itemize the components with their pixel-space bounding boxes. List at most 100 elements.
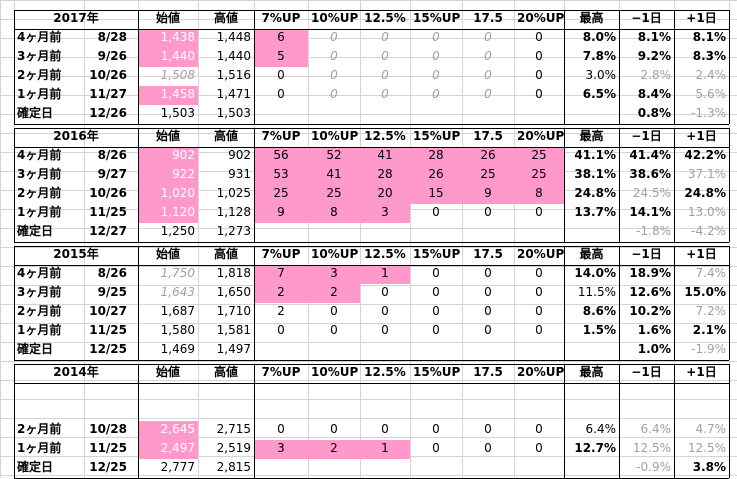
cell-max[interactable] bbox=[564, 223, 619, 242]
cell-p125[interactable]: 1 bbox=[360, 265, 410, 284]
cell-date[interactable]: 11/27 bbox=[89, 87, 127, 101]
cell-plus1[interactable]: -1.3% bbox=[691, 106, 726, 120]
cell-label[interactable]: 1ヶ月前 bbox=[17, 323, 62, 337]
cell-minus1[interactable]: 18.9% bbox=[629, 266, 671, 280]
cell-date[interactable]: 10/26 bbox=[89, 68, 127, 82]
cell-p10[interactable]: 0 bbox=[330, 422, 338, 436]
cell-p175[interactable] bbox=[462, 341, 514, 360]
cell-label[interactable]: 確定日 bbox=[17, 224, 54, 238]
cell-p20[interactable]: 0 bbox=[535, 87, 543, 101]
cell-date[interactable]: 12/25 bbox=[89, 342, 127, 356]
cell-p7[interactable] bbox=[254, 223, 308, 242]
cell-p10[interactable] bbox=[308, 459, 360, 478]
cell-date[interactable] bbox=[84, 383, 130, 402]
cell-p15[interactable] bbox=[410, 223, 462, 242]
cell-high[interactable] bbox=[198, 383, 254, 402]
cell-open[interactable]: 1,503 bbox=[160, 106, 195, 120]
cell-plus1[interactable]: -4.2% bbox=[691, 224, 726, 238]
cell-p10[interactable] bbox=[308, 383, 360, 402]
cell-high[interactable]: 1,448 bbox=[216, 30, 251, 44]
cell-p175[interactable]: 25 bbox=[462, 166, 514, 185]
cell-p175[interactable]: 0 bbox=[484, 441, 492, 455]
cell-minus1[interactable]: 6.4% bbox=[640, 422, 672, 436]
cell-p20[interactable]: 0 bbox=[535, 68, 543, 82]
cell-p20[interactable]: 0 bbox=[535, 441, 543, 455]
cell-p7[interactable]: 2 bbox=[254, 284, 308, 303]
cell-plus1[interactable]: 7.4% bbox=[695, 266, 727, 280]
cell-p10[interactable]: 3 bbox=[308, 265, 360, 284]
cell-minus1[interactable]: 8.1% bbox=[637, 30, 671, 44]
cell-open[interactable] bbox=[138, 402, 198, 421]
cell-minus1[interactable]: 12.6% bbox=[629, 285, 671, 299]
cell-date[interactable]: 11/25 bbox=[89, 205, 127, 219]
cell-high[interactable]: 1,503 bbox=[216, 106, 251, 120]
cell-label[interactable]: 4ヶ月前 bbox=[17, 148, 62, 162]
cell-p20[interactable]: 25 bbox=[514, 147, 564, 166]
cell-p125[interactable] bbox=[360, 223, 410, 242]
cell-p10[interactable] bbox=[308, 402, 360, 421]
cell-label[interactable]: 2ヶ月前 bbox=[17, 422, 62, 436]
cell-plus1[interactable]: 4.7% bbox=[695, 422, 727, 436]
cell-p10[interactable]: 52 bbox=[308, 147, 360, 166]
cell-p7[interactable]: 53 bbox=[254, 166, 308, 185]
cell-label[interactable]: 2ヶ月前 bbox=[17, 304, 62, 318]
cell-p125[interactable]: 3 bbox=[360, 204, 410, 223]
cell-label[interactable] bbox=[14, 402, 84, 421]
cell-open[interactable] bbox=[138, 383, 198, 402]
cell-plus1[interactable]: 37.1% bbox=[687, 167, 726, 181]
cell-minus1[interactable]: 0.8% bbox=[637, 106, 671, 120]
cell-p7[interactable] bbox=[254, 459, 308, 478]
cell-open[interactable]: 922 bbox=[138, 166, 198, 185]
cell-p175[interactable] bbox=[462, 459, 514, 478]
cell-max[interactable]: 11.5% bbox=[577, 285, 616, 299]
cell-p20[interactable] bbox=[514, 402, 564, 421]
cell-open[interactable]: 2,777 bbox=[160, 460, 195, 474]
cell-p175[interactable] bbox=[462, 402, 514, 421]
cell-minus1[interactable]: 24.5% bbox=[632, 186, 671, 200]
cell-max[interactable]: 38.1% bbox=[574, 167, 616, 181]
cell-high[interactable] bbox=[198, 402, 254, 421]
cell-label[interactable]: 1ヶ月前 bbox=[17, 441, 62, 455]
cell-p125[interactable] bbox=[360, 105, 410, 124]
cell-label[interactable]: 4ヶ月前 bbox=[17, 30, 62, 44]
cell-p175[interactable]: 0 bbox=[484, 323, 492, 337]
cell-open[interactable]: 1,750 bbox=[160, 266, 195, 280]
cell-p15[interactable]: 26 bbox=[410, 166, 462, 185]
cell-open[interactable]: 1,458 bbox=[138, 86, 198, 105]
cell-p175[interactable] bbox=[462, 383, 514, 402]
cell-p10[interactable]: 41 bbox=[308, 166, 360, 185]
cell-p175[interactable]: 0 bbox=[484, 304, 492, 318]
cell-date[interactable]: 10/28 bbox=[89, 422, 127, 436]
cell-max[interactable]: 6.4% bbox=[585, 422, 617, 436]
cell-high[interactable]: 1,516 bbox=[216, 68, 251, 82]
cell-p10[interactable] bbox=[308, 105, 360, 124]
cell-p125[interactable] bbox=[360, 459, 410, 478]
cell-p7[interactable]: 0 bbox=[277, 68, 285, 82]
cell-p15[interactable] bbox=[410, 341, 462, 360]
cell-p7[interactable]: 2 bbox=[277, 304, 285, 318]
cell-max[interactable] bbox=[564, 402, 619, 421]
cell-plus1[interactable]: 8.1% bbox=[692, 30, 726, 44]
cell-high[interactable]: 1,440 bbox=[216, 49, 251, 63]
cell-p125[interactable]: 0 bbox=[381, 304, 389, 318]
cell-label[interactable]: 確定日 bbox=[17, 342, 54, 356]
cell-minus1[interactable]: 8.4% bbox=[637, 87, 671, 101]
cell-p10[interactable] bbox=[308, 223, 360, 242]
cell-p125[interactable]: 20 bbox=[360, 185, 410, 204]
cell-p175[interactable]: 0 bbox=[484, 49, 492, 63]
cell-open[interactable]: 1,469 bbox=[160, 342, 195, 356]
cell-minus1[interactable]: 2.8% bbox=[640, 68, 672, 82]
cell-open[interactable]: 1,438 bbox=[138, 29, 198, 48]
cell-date[interactable]: 12/25 bbox=[89, 460, 127, 474]
cell-p175[interactable]: 0 bbox=[484, 285, 492, 299]
cell-date[interactable]: 11/25 bbox=[89, 323, 127, 337]
cell-p10[interactable]: 0 bbox=[330, 304, 338, 318]
cell-max[interactable]: 13.7% bbox=[574, 205, 616, 219]
cell-p10[interactable]: 2 bbox=[308, 284, 360, 303]
cell-open[interactable]: 2,497 bbox=[138, 440, 198, 459]
cell-high[interactable]: 2,815 bbox=[216, 460, 251, 474]
cell-max[interactable]: 7.8% bbox=[582, 49, 616, 63]
cell-p7[interactable] bbox=[254, 383, 308, 402]
cell-minus1[interactable]: 14.1% bbox=[629, 205, 671, 219]
cell-p20[interactable]: 0 bbox=[535, 323, 543, 337]
